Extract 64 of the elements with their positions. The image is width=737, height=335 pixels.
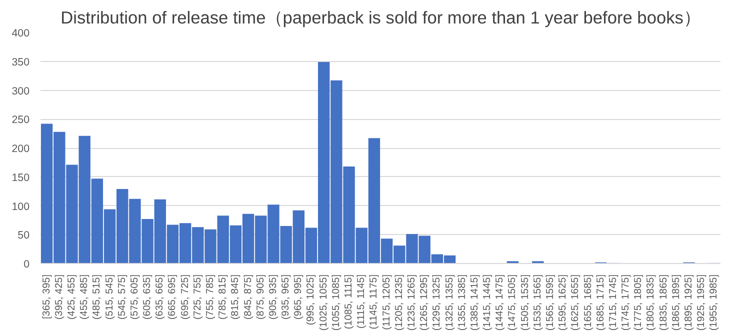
x-tick-label: (1205, 1235]: [394, 274, 405, 331]
x-tick-label: (1325, 1355]: [444, 274, 456, 331]
y-tick-label: 250: [12, 114, 30, 126]
x-tick-label: (395, 425]: [54, 274, 65, 320]
x-tick-label: (1025, 1055]: [318, 274, 330, 331]
x-tick-label: (1115, 1145]: [356, 274, 368, 328]
x-tick-label: (1385, 1415]: [469, 274, 480, 331]
x-tick-label: (725, 755]: [192, 274, 204, 320]
x-tick-label: (935, 965]: [280, 274, 292, 320]
x-tick-label: (1925, 1955]: [696, 274, 708, 331]
x-tick-label: (1805, 1835]: [646, 274, 657, 331]
y-tick-label: 400: [12, 28, 30, 40]
y-tick-label: 50: [18, 230, 30, 242]
x-tick-label: (695, 725]: [180, 274, 191, 320]
y-tick-label: 0: [24, 258, 30, 270]
x-tick-label: (605, 635]: [142, 274, 154, 320]
x-tick-label: (995, 1025]: [306, 274, 317, 326]
x-tick-label: (1355, 1385]: [456, 274, 468, 331]
y-tick-label: 200: [12, 143, 30, 155]
x-tick-label: (965, 995]: [293, 274, 304, 320]
x-tick-label: (1055, 1085]: [330, 274, 342, 331]
x-tick-label: (1565, 1595]: [545, 274, 556, 331]
x-tick-label: (1775, 1805]: [633, 274, 644, 331]
chart-title: Distribution of release time（paperback is sold for more than 1 year before books）: [60, 8, 700, 28]
x-tick-label: (1535, 1565]: [532, 274, 544, 331]
x-tick-label: (455, 485]: [79, 274, 90, 320]
x-tick-label: (1505, 1535]: [520, 274, 531, 331]
x-tick-label: (545, 575]: [116, 274, 128, 320]
x-tick-label: (1445, 1475]: [494, 274, 506, 331]
x-tick-label: (1835, 1865]: [658, 274, 670, 331]
x-tick-label: (1475, 1505]: [507, 274, 518, 331]
x-tick-label: (1145, 1175]: [368, 274, 380, 330]
x-tick-label: (1955, 1985]: [708, 274, 720, 331]
x-tick-label: (1685, 1715]: [595, 274, 606, 331]
y-tick-label: 100: [12, 200, 30, 213]
x-tick-label: (785, 815]: [218, 274, 229, 320]
x-tick-label: (1265, 1295]: [419, 274, 430, 331]
x-tick-label: (515, 545]: [104, 274, 116, 320]
x-tick-label: (1655, 1685]: [582, 274, 594, 331]
x-tick-label: (1295, 1325]: [432, 274, 443, 331]
x-tick-label: (845, 875]: [242, 274, 254, 320]
x-tick-label: (755, 785]: [205, 274, 216, 320]
x-tick-label: (815, 845]: [230, 274, 242, 320]
x-tick-label: (665, 695]: [167, 274, 178, 320]
x-tick-label: (1235, 1265]: [406, 274, 418, 331]
x-tick-label: [365, 395]: [41, 274, 52, 319]
x-tick-label: (575, 605]: [129, 274, 140, 320]
x-tick-label: (1175, 1205]: [381, 274, 392, 330]
x-tick-label: (1415, 1445]: [482, 274, 494, 331]
x-tick-label: (485, 515]: [92, 274, 103, 320]
x-tick-label: (905, 935]: [268, 274, 279, 320]
x-tick-label: (425, 455]: [66, 274, 78, 320]
y-tick-label: 300: [12, 85, 30, 98]
y-tick-label: 150: [12, 172, 30, 184]
x-tick-label: (1625, 1655]: [570, 274, 582, 331]
x-tick-label: (875, 905]: [255, 274, 266, 320]
x-tick-label: (1745, 1775]: [620, 274, 632, 331]
x-tick-label: (635, 665]: [154, 274, 166, 320]
x-tick-label: (1895, 1925]: [684, 274, 695, 331]
x-tick-label: (1865, 1895]: [670, 274, 682, 331]
x-tick-label: (1595, 1625]: [558, 274, 569, 331]
x-tick-label: (1085, 1115]: [344, 274, 355, 330]
x-tick-label: (1715, 1745]: [608, 274, 619, 331]
y-tick-label: 350: [12, 56, 30, 68]
